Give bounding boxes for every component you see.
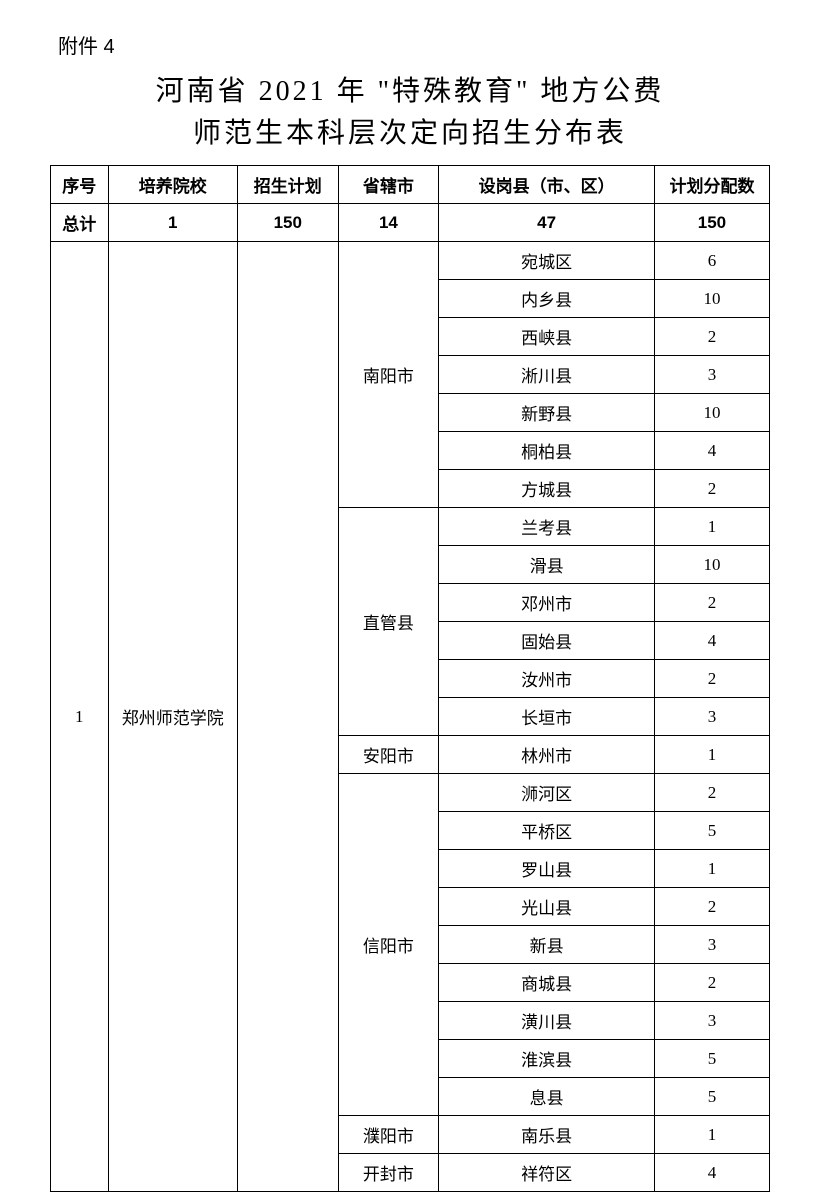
header-plan: 招生计划: [237, 166, 338, 204]
body-alloc: 3: [654, 1002, 769, 1040]
table-row: 1郑州师范学院南阳市宛城区6: [51, 242, 770, 280]
body-alloc: 2: [654, 584, 769, 622]
title-line-1: 河南省 2021 年 "特殊教育" 地方公费: [156, 76, 665, 107]
body-county: 西峡县: [439, 318, 655, 356]
body-city: 信阳市: [338, 774, 439, 1116]
body-city: 安阳市: [338, 736, 439, 774]
body-alloc: 1: [654, 1116, 769, 1154]
body-alloc: 2: [654, 318, 769, 356]
header-alloc: 计划分配数: [654, 166, 769, 204]
body-alloc: 4: [654, 622, 769, 660]
body-county: 桐柏县: [439, 432, 655, 470]
body-alloc: 3: [654, 356, 769, 394]
page-title: 河南省 2021 年 "特殊教育" 地方公费 师范生本科层次定向招生分布表: [50, 71, 770, 155]
totals-city-count: 14: [338, 204, 439, 242]
body-city: 濮阳市: [338, 1116, 439, 1154]
body-county: 新县: [439, 926, 655, 964]
body-county: 滑县: [439, 546, 655, 584]
body-school: 郑州师范学院: [108, 242, 237, 1192]
table-header-row: 序号 培养院校 招生计划 省辖市 设岗县（市、区） 计划分配数: [51, 166, 770, 204]
body-county: 汝州市: [439, 660, 655, 698]
header-city: 省辖市: [338, 166, 439, 204]
body-alloc: 5: [654, 812, 769, 850]
header-county: 设岗县（市、区）: [439, 166, 655, 204]
header-school: 培养院校: [108, 166, 237, 204]
body-alloc: 5: [654, 1040, 769, 1078]
body-county: 宛城区: [439, 242, 655, 280]
body-alloc: 4: [654, 1154, 769, 1192]
title-line-2: 师范生本科层次定向招生分布表: [193, 118, 627, 149]
totals-alloc: 150: [654, 204, 769, 242]
body-city: 南阳市: [338, 242, 439, 508]
body-alloc: 10: [654, 394, 769, 432]
body-alloc: 5: [654, 1078, 769, 1116]
body-county: 潢川县: [439, 1002, 655, 1040]
body-alloc: 3: [654, 926, 769, 964]
body-plan: [237, 242, 338, 1192]
totals-school-count: 1: [108, 204, 237, 242]
body-alloc: 2: [654, 660, 769, 698]
header-seq: 序号: [51, 166, 109, 204]
body-alloc: 10: [654, 280, 769, 318]
body-county: 息县: [439, 1078, 655, 1116]
body-county: 平桥区: [439, 812, 655, 850]
body-county: 祥符区: [439, 1154, 655, 1192]
body-alloc: 2: [654, 774, 769, 812]
body-county: 方城县: [439, 470, 655, 508]
body-seq: 1: [51, 242, 109, 1192]
body-county: 光山县: [439, 888, 655, 926]
distribution-table: 序号 培养院校 招生计划 省辖市 设岗县（市、区） 计划分配数 总计 1 150…: [50, 165, 770, 1192]
body-alloc: 4: [654, 432, 769, 470]
body-city: 开封市: [338, 1154, 439, 1192]
body-alloc: 2: [654, 964, 769, 1002]
body-county: 浉河区: [439, 774, 655, 812]
body-alloc: 3: [654, 698, 769, 736]
body-county: 南乐县: [439, 1116, 655, 1154]
body-county: 淮滨县: [439, 1040, 655, 1078]
body-county: 邓州市: [439, 584, 655, 622]
body-county: 长垣市: [439, 698, 655, 736]
totals-row: 总计 1 150 14 47 150: [51, 204, 770, 242]
body-alloc: 1: [654, 736, 769, 774]
totals-county-count: 47: [439, 204, 655, 242]
body-county: 兰考县: [439, 508, 655, 546]
body-county: 内乡县: [439, 280, 655, 318]
body-alloc: 6: [654, 242, 769, 280]
body-alloc: 1: [654, 508, 769, 546]
body-city: 直管县: [338, 508, 439, 736]
totals-plan: 150: [237, 204, 338, 242]
body-alloc: 10: [654, 546, 769, 584]
body-county: 新野县: [439, 394, 655, 432]
body-county: 淅川县: [439, 356, 655, 394]
body-county: 林州市: [439, 736, 655, 774]
body-county: 商城县: [439, 964, 655, 1002]
body-county: 罗山县: [439, 850, 655, 888]
body-county: 固始县: [439, 622, 655, 660]
attachment-label: 附件 4: [58, 30, 770, 59]
body-alloc: 2: [654, 470, 769, 508]
body-alloc: 1: [654, 850, 769, 888]
body-alloc: 2: [654, 888, 769, 926]
totals-label: 总计: [51, 204, 109, 242]
